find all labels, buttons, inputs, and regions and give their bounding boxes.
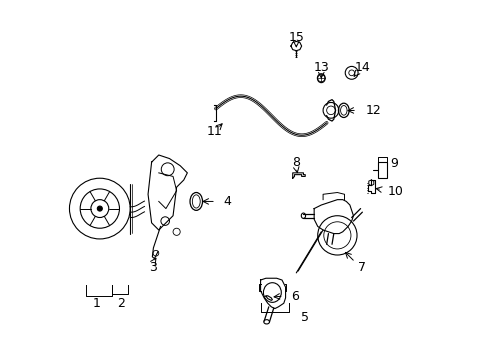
Text: 4: 4 <box>223 195 230 208</box>
Text: 3: 3 <box>149 261 157 274</box>
Text: 1: 1 <box>92 297 100 310</box>
Text: 5: 5 <box>301 311 308 324</box>
Text: 14: 14 <box>354 61 369 74</box>
Text: 15: 15 <box>288 31 304 44</box>
Text: 13: 13 <box>313 61 328 74</box>
Bar <box>378 162 386 178</box>
Text: 8: 8 <box>292 156 300 168</box>
Text: 10: 10 <box>386 185 403 198</box>
Text: 6: 6 <box>290 289 298 303</box>
Circle shape <box>97 206 102 211</box>
Text: 11: 11 <box>206 125 222 138</box>
Text: 9: 9 <box>390 157 398 170</box>
Text: 7: 7 <box>358 261 366 274</box>
Text: 12: 12 <box>365 104 381 117</box>
Text: 2: 2 <box>117 297 125 310</box>
